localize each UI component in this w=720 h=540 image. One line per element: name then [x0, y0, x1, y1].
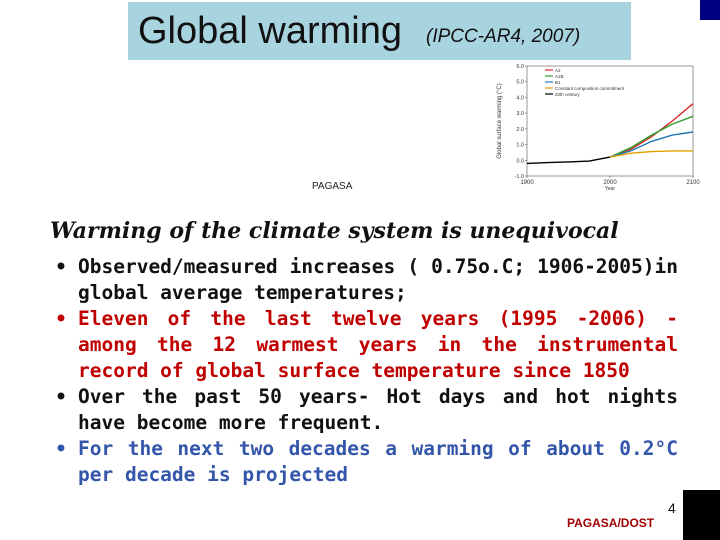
bullet-text: Eleven of the last twelve years (1995 -2… — [78, 307, 678, 382]
bullet-text: For the next two decades a warming of ab… — [78, 437, 678, 486]
y-tick-label: 6.0 — [516, 64, 524, 70]
series-line — [609, 115, 694, 158]
corner-accent — [700, 0, 720, 20]
slide-subtitle: Warming of the climate system is unequiv… — [50, 218, 619, 244]
footer-credit: PAGASA/DOST — [567, 516, 655, 530]
y-tick-label: 5.0 — [516, 80, 524, 86]
y-tick-label: 1.0 — [516, 143, 524, 149]
legend-label: A2 — [555, 68, 561, 73]
bullet-dot-icon: • — [55, 255, 67, 278]
x-axis-label: Year — [605, 186, 615, 192]
legend-label: A1B — [555, 74, 564, 79]
y-tick-label: 3.0 — [516, 111, 524, 117]
bullet-item: • For the next two decades a warming of a… — [52, 436, 678, 488]
legend-label: 20th century — [555, 92, 581, 97]
bullet-list: • Observed/measured increases ( 0.75o.C; … — [52, 254, 678, 488]
bullet-text: Over the past 50 years- Hot days and hot… — [78, 385, 678, 434]
bullet-text: Observed/measured increases ( 0.75o.C; 1… — [78, 255, 678, 304]
bullet-dot-icon: • — [55, 437, 67, 460]
bullet-item: • Eleven of the last twelve years (1995 -… — [52, 306, 678, 384]
slide-title: Global warming — [138, 10, 402, 52]
bullet-item: • Over the past 50 years- Hot days and ho… — [52, 384, 678, 436]
x-tick-label: 2000 — [603, 180, 617, 186]
corner-block — [683, 490, 720, 540]
bullet-dot-icon: • — [55, 385, 67, 408]
bullet-dot-icon: • — [55, 307, 67, 330]
y-tick-label: 0.0 — [516, 158, 524, 164]
series-line — [609, 131, 694, 158]
title-banner — [128, 2, 631, 60]
series-line — [609, 103, 694, 158]
figure-credit: PAGASA — [312, 181, 353, 192]
legend-label: B1 — [555, 80, 561, 85]
page-number: 4 — [668, 500, 676, 516]
series-line — [609, 150, 693, 158]
y-tick-label: 2.0 — [516, 127, 524, 133]
warming-projection-chart: 6.0 5.0 4.0 3.0 2.0 1.0 0.0 -1.0 1900 2000 2100 Yea… — [493, 60, 700, 192]
series-line — [526, 156, 611, 165]
legend-label: Constant composition commitment — [555, 86, 625, 91]
y-tick-label: 4.0 — [516, 95, 524, 101]
slide-title-source: (IPCC-AR4, 2007) — [426, 26, 581, 47]
bullet-item: • Observed/measured increases ( 0.75o.C; … — [52, 254, 678, 306]
x-tick-label: 1900 — [520, 180, 534, 186]
y-tick-label: -1.0 — [515, 174, 524, 180]
y-axis-label: Global surface warming (°C) — [497, 83, 503, 158]
x-tick-label: 2100 — [686, 180, 700, 186]
